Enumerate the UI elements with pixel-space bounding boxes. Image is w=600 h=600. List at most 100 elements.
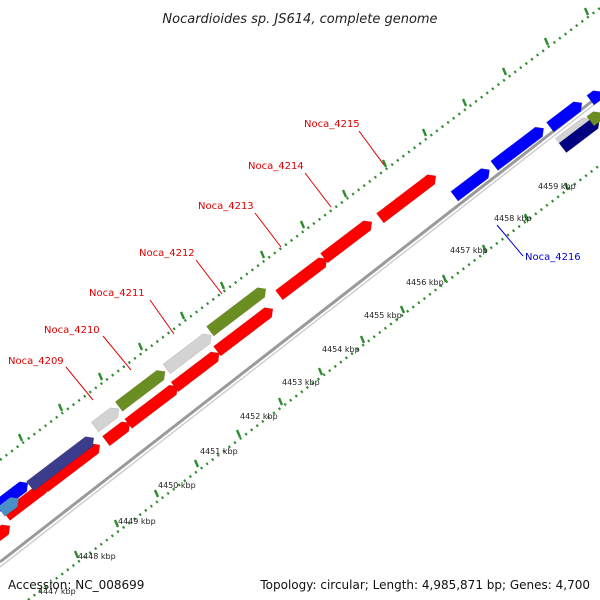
gene-feature-navy <box>558 118 600 154</box>
gene-feature-red <box>320 220 373 264</box>
gene-shape <box>26 436 95 492</box>
gene-label-leader <box>195 259 223 295</box>
outer-dotted-ring <box>0 7 600 461</box>
tick-label: 4451 kbp <box>200 447 238 456</box>
gene-shape <box>114 370 166 412</box>
tick-label: 4450 kbp <box>158 481 196 490</box>
inner-ring-dash <box>193 459 200 468</box>
outer-ring-dash <box>583 7 590 16</box>
gene-label-leader <box>65 366 94 401</box>
gene-feature-red <box>0 524 11 550</box>
gene-shape <box>586 90 600 106</box>
map-title: Nocardioides sp. JS614, complete genome <box>162 12 437 27</box>
inner-ring-dash <box>113 519 120 528</box>
outer-tick-dashes <box>17 7 590 442</box>
accession-text: Accession: NC_008699 <box>8 578 145 592</box>
gene-feature-red <box>170 351 220 393</box>
tick-label: 4452 kbp <box>240 412 278 421</box>
gene-label: Noca_4216 <box>525 252 581 263</box>
gene-label: Noca_4215 <box>304 119 360 130</box>
gene-feature-grey <box>91 407 120 433</box>
gene-labels: Noca_4209 Noca_4210 Noca_4211 Noca_4212 Noca… <box>8 119 581 401</box>
inner-ring-dash <box>317 367 324 376</box>
outer-ring-dash <box>381 159 388 168</box>
gene-feature-olive <box>114 370 166 412</box>
inner-ring-dash <box>235 429 242 438</box>
inner-tick-dashes <box>73 182 570 559</box>
backbone-inner <box>0 99 600 568</box>
gene-shape <box>162 333 212 375</box>
gene-shape <box>546 101 583 133</box>
inner-ring-dash <box>441 274 448 283</box>
gene-shape <box>170 351 220 393</box>
inner-ring-dash <box>563 182 570 191</box>
gene-feature-grey <box>162 333 212 375</box>
gene-shape <box>91 407 120 433</box>
gene-feature-olive <box>206 287 267 337</box>
gene-label: Noca_4211 <box>89 288 145 299</box>
gene-feature-red <box>124 384 179 429</box>
gene-feature-blue <box>450 168 490 202</box>
inner-dotted-ring <box>27 164 600 600</box>
outer-ring-dash <box>543 37 550 46</box>
gene-label: Noca_4213 <box>198 201 254 212</box>
inner-ring-dash <box>277 397 284 406</box>
gene-label: Noca_4212 <box>139 248 195 259</box>
gene-shape <box>206 287 267 337</box>
tick-label: 4449 kbp <box>118 517 156 526</box>
inner-ring-dash <box>523 213 530 222</box>
gene-feature-red <box>213 307 274 357</box>
gene-label-leader <box>304 172 332 208</box>
gene-label-leader <box>254 212 282 248</box>
tick-label: 4447 kbp <box>38 587 76 596</box>
gene-label-leader <box>102 335 132 371</box>
backbone-outer <box>0 93 600 564</box>
gene-feature-red <box>102 421 131 447</box>
gene-shape <box>0 524 11 550</box>
inner-ring-dash <box>359 335 366 344</box>
inner-ring-dash <box>73 550 80 559</box>
gene-shape <box>558 118 600 154</box>
tick-label: 4458 kbp <box>494 214 532 223</box>
outer-ring-dash <box>461 98 468 107</box>
outer-ring-dash <box>421 128 428 137</box>
gene-shape <box>586 111 600 127</box>
gene-feature-olive <box>586 111 600 127</box>
gene-shape <box>213 307 274 357</box>
tick-label: 4454 kbp <box>322 345 360 354</box>
outer-ring-dash <box>299 220 306 229</box>
gene-feature-blue <box>586 90 600 106</box>
gene-shape <box>0 496 20 517</box>
outer-ring-dash <box>341 189 348 198</box>
outer-ring-dash <box>259 250 266 259</box>
tick-label: 4459 kbp <box>538 182 576 191</box>
inner-ring-dash <box>481 244 488 253</box>
gene-feature-blue <box>490 126 545 171</box>
gene-shape <box>102 421 131 447</box>
gene-features <box>0 90 600 550</box>
gene-label: Noca_4214 <box>248 161 304 172</box>
scale-ticks: 4447 kbp 4448 kbp 4449 kbp 4450 kbp 4451 kbp… <box>38 182 576 596</box>
gene-feature-steel <box>0 496 20 517</box>
tick-label: 4457 kbp <box>450 246 488 255</box>
gene-label: Noca_4209 <box>8 356 64 367</box>
gene-label: Noca_4210 <box>44 325 100 336</box>
tick-label: 4448 kbp <box>78 552 116 561</box>
tick-label: 4456 kbp <box>406 278 444 287</box>
gene-label-leader <box>149 299 175 335</box>
outer-ring-dash <box>179 311 186 320</box>
outer-ring-dash <box>57 403 64 412</box>
gene-shape <box>320 220 373 264</box>
genome-summary-text: Topology: circular; Length: 4,985,871 bp… <box>260 578 590 592</box>
gene-feature-red <box>376 174 437 224</box>
outer-ring-dash <box>17 433 24 442</box>
gene-label-leader <box>496 224 524 257</box>
gene-feature-navy <box>26 436 95 492</box>
outer-ring-dash <box>501 67 508 76</box>
outer-ring-dash <box>97 372 104 381</box>
tick-label: 4453 kbp <box>282 378 320 387</box>
outer-ring-dash <box>137 342 144 351</box>
gene-shape <box>450 168 490 202</box>
gene-shape <box>376 174 437 224</box>
